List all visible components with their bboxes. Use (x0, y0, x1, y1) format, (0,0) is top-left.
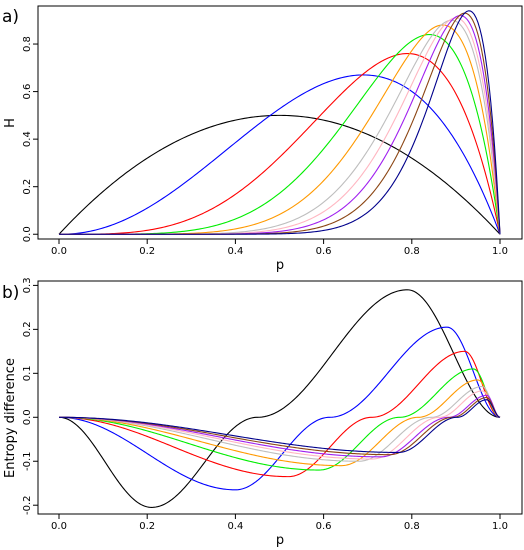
panel-b-series-line-4 (58, 368, 501, 471)
panel-b-y-tick-label: 0.3 (22, 277, 33, 293)
panel-b-x-tick-label: 0.8 (404, 521, 420, 532)
panel-b: b) 0.0 0.2 0.4 0.6 0.8 1.0 -0.2-0.10.00.10.20… (2, 277, 523, 548)
panel-b-x-tick-label: 0.0 (51, 521, 67, 532)
panel-a-plot-frame (37, 5, 523, 240)
panel-a-series-line-10 (59, 10, 501, 235)
panel-a-x-tick-label: 0.8 (404, 246, 420, 257)
panel-b-y-tick-label: -0.2 (22, 495, 33, 515)
panel-a-series-line-3 (59, 53, 501, 235)
panel-a-x-axis-label: p (276, 258, 284, 273)
panel-a-y-tick-label: 0.0 (22, 226, 33, 242)
panel-b-y-tick-label: 0.0 (22, 409, 33, 425)
panel-a-y-tick-label: 0.2 (22, 179, 33, 195)
panel-a-y-axis: 0.0 0.2 0.4 0.6 0.8 (22, 36, 38, 242)
panel-b-plot-frame (37, 280, 523, 515)
panel-a-x-tick-label: 0.4 (227, 246, 243, 257)
panel-b-y-tick-label: 0.1 (22, 365, 33, 381)
panel-a-x-axis: 0.0 0.2 0.4 0.6 0.8 1.0 (51, 239, 508, 257)
panel-b-series-line-6 (58, 385, 501, 462)
panel-a-series-line-9 (59, 12, 501, 235)
panel-a-y-tick-label: 0.4 (22, 131, 33, 147)
panel-b-series-line-8 (58, 394, 501, 458)
panel-b-y-axis-label: Entropy difference (3, 358, 18, 478)
panel-b-series-line-3 (58, 350, 501, 478)
panel-b-label: b) (2, 283, 19, 303)
panel-b-y-axis: -0.2 -0.1 0.0 0.1 0.2 0.3 (22, 277, 38, 515)
panel-a-x-tick-label: 0.0 (51, 246, 67, 257)
panel-a-series-line-5 (59, 24, 501, 235)
panel-b-x-tick-label: 0.2 (139, 521, 155, 532)
panel-b-series-line-10 (59, 399, 501, 453)
panel-a-series-line-2 (59, 74, 501, 235)
panel-a-x-tick-label: 1.0 (492, 246, 508, 257)
panel-a-x-tick-label: 0.6 (316, 246, 332, 257)
panel-b-curves (58, 289, 501, 508)
panel-a-curves (58, 10, 501, 235)
panel-a: a) 0.0 0.2 0.4 0.6 0.8 1.0 0.00.20.40.60.8 p … (2, 5, 523, 273)
panel-b-x-axis: 0.0 0.2 0.4 0.6 0.8 1.0 (51, 514, 508, 532)
panel-b-y-tick-label: 0.2 (22, 321, 33, 337)
panel-a-series-line-1 (58, 114, 501, 235)
panel-a-y-axis-label: H (3, 118, 18, 128)
panel-b-y-tick-label: -0.1 (22, 451, 33, 471)
panel-b-x-tick-label: 1.0 (492, 521, 508, 532)
panel-a-x-tick-label: 0.2 (139, 246, 155, 257)
panel-a-label: a) (2, 7, 19, 27)
panel-b-x-tick-label: 0.6 (316, 521, 332, 532)
panel-a-series-line-8 (59, 14, 501, 235)
panel-b-series-line-2 (58, 326, 501, 491)
panel-b-x-tick-label: 0.4 (227, 521, 243, 532)
panel-a-y-tick-label: 0.8 (22, 36, 33, 52)
panel-b-series-line-1 (58, 289, 501, 508)
panel-b-series-line-5 (58, 379, 501, 467)
panel-b-x-axis-label: p (276, 533, 284, 548)
panel-b-series-line-9 (59, 396, 501, 456)
panel-a-y-tick-label: 0.6 (22, 84, 33, 100)
